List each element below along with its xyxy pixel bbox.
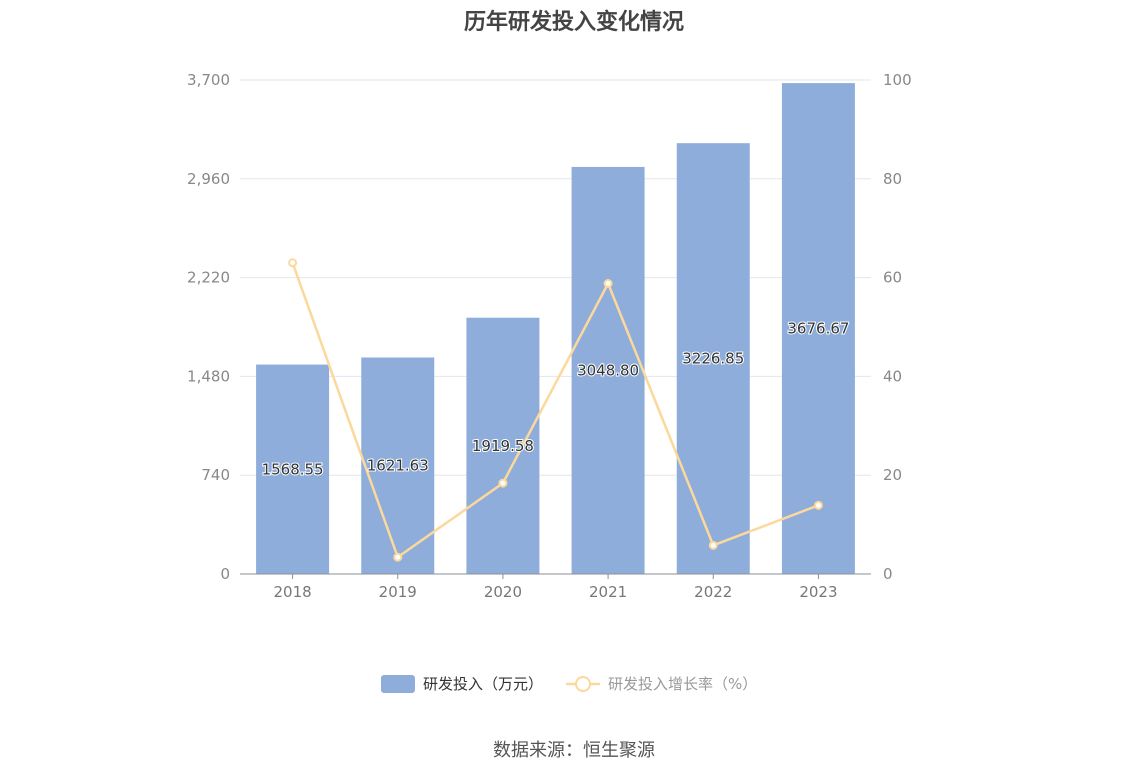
legend-label-line: 研发投入增长率（%）	[608, 675, 757, 693]
growth-line	[291, 262, 819, 560]
legend-label-bar: 研发投入（万元）	[423, 675, 543, 693]
bar-data-label: 1568.55	[262, 460, 324, 478]
bar	[466, 317, 540, 574]
y-right-tick-label: 40	[883, 367, 902, 385]
y-right-tick-label: 100	[883, 71, 912, 89]
data-source: 数据来源：恒生聚源	[493, 740, 655, 761]
x-tick-label: 2022	[694, 583, 732, 601]
bar	[781, 83, 855, 574]
line-point	[498, 478, 508, 488]
y-left-tick-label: 740	[201, 466, 230, 484]
y-right-tick-label: 0	[883, 565, 893, 583]
data-labels: 1568.55 1621.63 1919.58 3048.80 3226.85 3676.…	[261, 319, 851, 480]
bar-series	[256, 83, 855, 574]
chart-title: 历年研发投入变化情况	[463, 10, 684, 35]
line-series	[288, 258, 823, 562]
y-left-tick-label: 3,700	[187, 71, 230, 89]
bar-data-label: 3226.85	[682, 350, 744, 368]
x-axis: 2018 2019 2020 2021 2022 2023	[240, 573, 871, 601]
bar-data-label: 1919.58	[472, 437, 534, 455]
y-left-tick-label: 1,480	[187, 367, 230, 385]
line-point	[708, 540, 718, 550]
y-right-tick-label: 20	[883, 466, 902, 484]
bar-data-label: 3048.80	[577, 361, 639, 379]
bar	[361, 357, 435, 574]
line-point	[603, 279, 613, 289]
line-point	[288, 258, 298, 268]
bar	[571, 166, 645, 574]
bar	[676, 143, 750, 574]
x-tick-label: 2021	[589, 583, 627, 601]
y-left-tick-label: 2,960	[187, 170, 230, 188]
y-axis-right: 0 20 40 60 80 100	[883, 71, 912, 583]
bar	[256, 364, 330, 574]
legend-swatch-marker	[575, 676, 591, 692]
bar-data-label: 3676.67	[787, 320, 849, 338]
x-tick-label: 2019	[379, 583, 417, 601]
y-right-tick-label: 60	[883, 269, 902, 287]
x-tick-label: 2020	[484, 583, 522, 601]
y-left-tick-label: 0	[220, 565, 230, 583]
y-axis-left: 0 740 1,480 2,220 2,960 3,700	[187, 71, 230, 583]
bar-data-label: 1621.63	[367, 457, 429, 475]
y-right-tick-label: 80	[883, 170, 902, 188]
line-point	[813, 500, 823, 510]
line-point	[393, 552, 403, 562]
legend: 研发投入（万元） 研发投入增长率（%）	[381, 675, 757, 693]
gridlines	[240, 79, 871, 476]
y-left-tick-label: 2,220	[187, 269, 230, 287]
x-tick-label: 2018	[273, 583, 311, 601]
x-tick-label: 2023	[799, 583, 837, 601]
legend-swatch-bar	[381, 675, 415, 693]
